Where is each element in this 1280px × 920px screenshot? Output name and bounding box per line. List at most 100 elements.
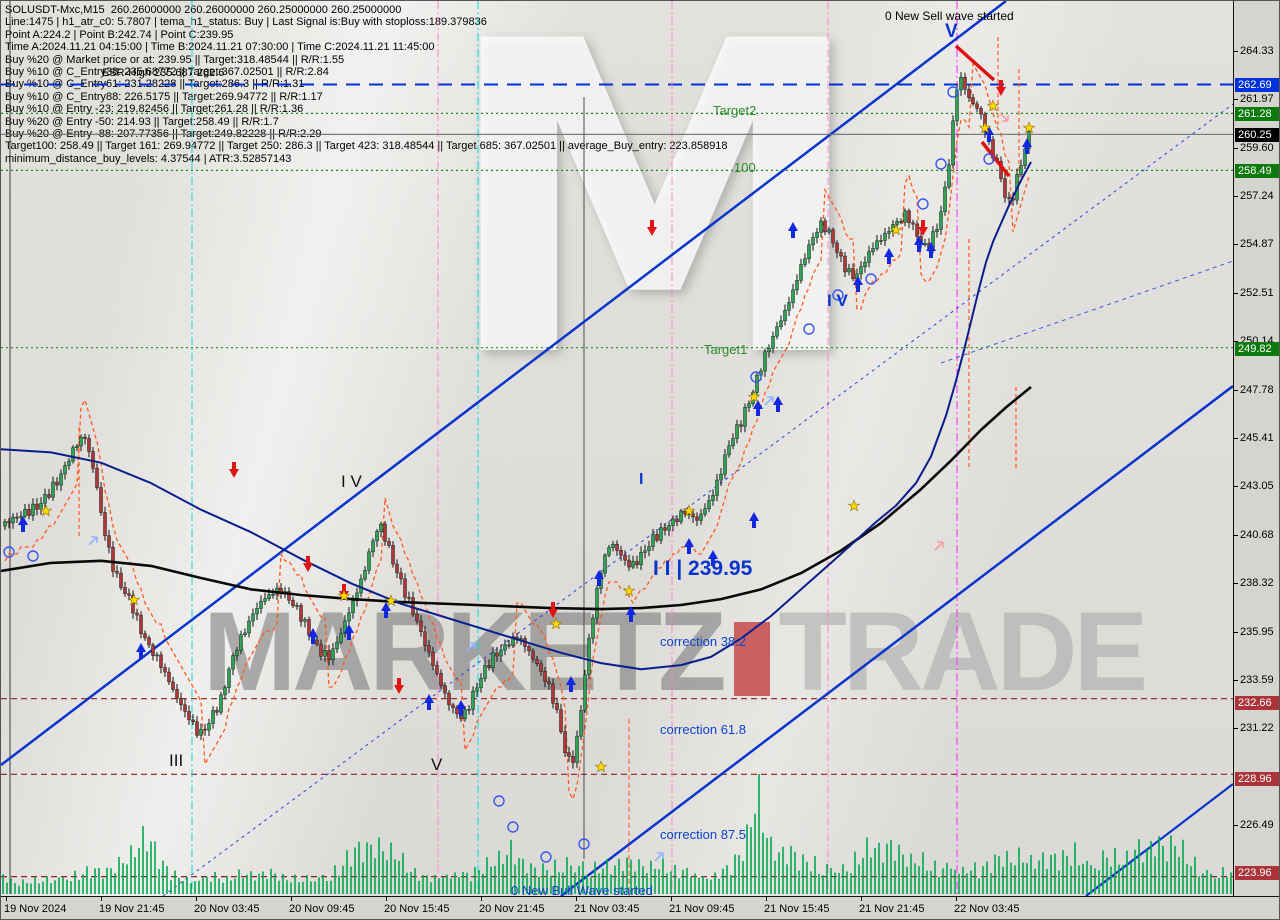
candle-body — [451, 704, 455, 708]
price-level-badge: 228.96 — [1235, 772, 1279, 786]
candle-body — [155, 654, 159, 657]
candle-body — [799, 264, 803, 281]
candle-body — [655, 534, 659, 541]
candle-body — [335, 641, 339, 650]
buy-arrow-icon — [884, 248, 894, 264]
candle-body — [163, 667, 167, 673]
circle-signal-icon — [832, 289, 844, 301]
candle-body — [851, 268, 855, 279]
candle-body — [307, 619, 311, 636]
star-signal-icon — [847, 499, 861, 512]
brand-watermark: MARKETZ TRADE — [203, 596, 1148, 708]
candle-body — [887, 231, 891, 234]
candle-body — [47, 494, 51, 498]
sell-arrow-icon — [996, 80, 1006, 96]
candle-body — [339, 633, 343, 643]
annotation-text: correction 61.8 — [660, 722, 746, 737]
candle-body — [479, 678, 483, 689]
brand-watermark-block — [734, 622, 771, 696]
star-signal-icon — [1022, 121, 1036, 134]
trailing-stop-line — [4, 61, 1030, 801]
candle-body — [603, 554, 607, 574]
time-tick-label: 19 Nov 21:45 — [99, 903, 165, 915]
buy-arrow-icon — [788, 222, 798, 238]
candle-body — [947, 164, 951, 188]
candle-body — [663, 527, 667, 531]
info-line: Target100: 258.49 || Target 161: 269.947… — [5, 140, 728, 153]
candle-body — [323, 650, 327, 657]
candle-body — [395, 563, 399, 574]
candle-body — [595, 588, 599, 619]
candle-body — [843, 255, 847, 273]
candle-body — [119, 572, 123, 588]
candle-body — [147, 637, 151, 646]
candle-body — [963, 77, 967, 90]
candle-body — [207, 723, 211, 731]
hollow-arrow-icon — [764, 396, 774, 406]
price-tick-mark — [1234, 341, 1238, 342]
candle-body — [19, 515, 23, 518]
candle-body — [351, 600, 355, 614]
hollow-arrow-icon — [999, 112, 1009, 122]
trend-channel-line — [162, 103, 1233, 896]
candlestick-chart-canvas[interactable] — [1, 1, 1233, 896]
candle-body — [491, 652, 495, 668]
price-level-badge: 232.66 — [1235, 696, 1279, 710]
candle-body — [735, 424, 739, 439]
info-line: Buy %20 @ Market price or at: 239.95 || … — [5, 53, 345, 66]
candle-body — [475, 687, 479, 692]
candle-body — [407, 597, 411, 599]
candle-body — [115, 571, 119, 574]
buy-arrow-icon — [381, 602, 391, 618]
time-tick-mark — [671, 897, 672, 901]
candle-body — [543, 671, 547, 682]
candle-body — [835, 242, 839, 253]
annotation-text: I V — [341, 472, 362, 491]
price-axis[interactable]: 264.33 261.97 259.60 257.24 254.87 252.51 250.… — [1233, 1, 1279, 896]
candle-body — [447, 692, 451, 706]
circle-signal-icon — [935, 158, 947, 170]
candle-body — [1019, 165, 1023, 175]
candle-body — [35, 503, 39, 510]
tema-line — [1, 161, 1032, 671]
candle-body — [95, 468, 99, 488]
candle-body — [719, 473, 723, 481]
candle-body — [547, 681, 551, 685]
candle-body — [31, 503, 35, 516]
price-tick-mark — [1234, 51, 1238, 52]
time-tick-mark — [291, 897, 292, 901]
annotation-text: I — [639, 471, 644, 488]
hollow-arrow-icon — [466, 642, 476, 652]
hollow-arrow-icon — [88, 536, 98, 546]
candle-body — [211, 710, 215, 724]
candle-body — [227, 668, 231, 688]
price-tick-mark — [1234, 99, 1238, 100]
candle-body — [355, 592, 359, 602]
candle-body — [347, 612, 351, 622]
chart-plot-area[interactable]: M MARKETZ TRADE ESR-High 235.687 262.6 SOL… — [1, 1, 1233, 896]
candle-body — [263, 598, 267, 602]
star-signal-icon — [978, 121, 992, 134]
candle-body — [363, 570, 367, 580]
info-line: Buy %10 @ C_Entry38: 235.68772 || Target… — [5, 66, 329, 79]
candle-body — [951, 120, 955, 166]
time-axis[interactable]: 19 Nov 2024 19 Nov 21:45 20 Nov 03:45 20 No… — [1, 896, 1279, 919]
price-tick-mark — [1234, 244, 1238, 245]
time-tick-mark — [956, 897, 957, 901]
sell-wave-line — [954, 44, 996, 82]
candle-body — [487, 665, 491, 668]
candle-body — [567, 752, 571, 757]
candle-body — [303, 619, 307, 622]
candle-body — [423, 631, 427, 646]
candle-body — [535, 658, 539, 665]
star-signal-icon — [337, 589, 351, 602]
annotation-text: III — [169, 751, 184, 770]
candle-body — [607, 547, 611, 556]
price-level-badge: 261.28 — [1235, 107, 1279, 121]
candle-body — [967, 88, 971, 98]
time-tick-mark — [861, 897, 862, 901]
candle-body — [783, 310, 787, 322]
candle-body — [879, 240, 883, 242]
candle-body — [807, 244, 811, 259]
